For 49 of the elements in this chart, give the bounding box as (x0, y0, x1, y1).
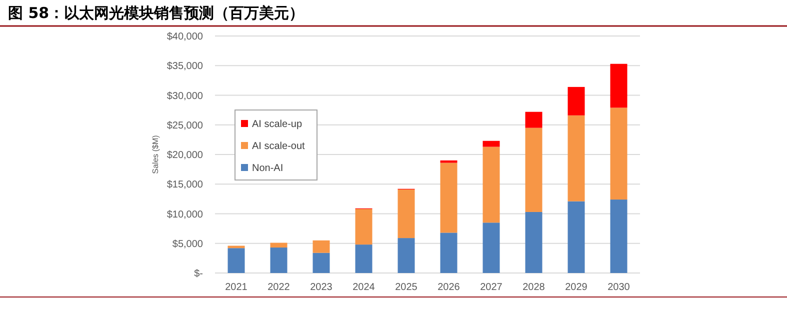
x-tick-label: 2022 (268, 282, 290, 293)
y-tick-label: $40,000 (166, 32, 204, 42)
bar (440, 232, 458, 273)
bar (228, 248, 245, 273)
x-tick-label: 2029 (565, 282, 588, 293)
x-tick-label: 2023 (310, 282, 333, 293)
bar (440, 162, 458, 233)
y-tick-label: $25,000 (166, 120, 204, 132)
bar (610, 64, 628, 108)
legend-label: AI scale-out (252, 141, 306, 152)
y-tick-label: $15,000 (166, 180, 204, 191)
bar (482, 140, 500, 147)
y-tick-label: $10,000 (166, 209, 204, 220)
chart-title: 图 58：以太网光模块销售预测（百万美元） (8, 4, 304, 22)
bar (398, 189, 415, 238)
bar (568, 201, 585, 273)
x-tick-label: 2030 (608, 282, 630, 293)
x-tick-label: 2026 (438, 282, 460, 293)
bar (525, 128, 542, 212)
bar (312, 240, 330, 253)
x-tick-label: 2021 (225, 282, 248, 293)
bar (312, 252, 330, 273)
y-tick-label: $30,000 (166, 90, 204, 102)
x-tick-label: 2027 (480, 282, 503, 293)
legend-label: AI scale-up (252, 119, 302, 130)
y-tick-label: $35,000 (166, 61, 204, 72)
bar (270, 248, 288, 273)
x-tick-label: 2025 (395, 282, 418, 293)
y-axis-title: Sales ($M) (151, 134, 160, 174)
y-tick-label: $20,000 (166, 150, 204, 161)
bar (525, 112, 542, 128)
legend-label: Non-AI (252, 163, 284, 174)
bar (355, 244, 372, 273)
bar (568, 115, 585, 202)
bar (610, 200, 628, 273)
bar (610, 108, 628, 200)
bar (482, 146, 500, 223)
y-tick-label: $5,000 (172, 238, 204, 250)
bar (568, 86, 585, 116)
bar (440, 160, 458, 163)
y-tick-label: $- (194, 268, 203, 280)
x-tick-label: 2024 (352, 282, 376, 293)
bar (270, 242, 288, 248)
bar (525, 212, 542, 273)
bar (228, 246, 245, 248)
x-tick-label: 2028 (522, 282, 546, 293)
bar (355, 209, 372, 245)
bar (482, 222, 500, 273)
bar (398, 238, 415, 273)
